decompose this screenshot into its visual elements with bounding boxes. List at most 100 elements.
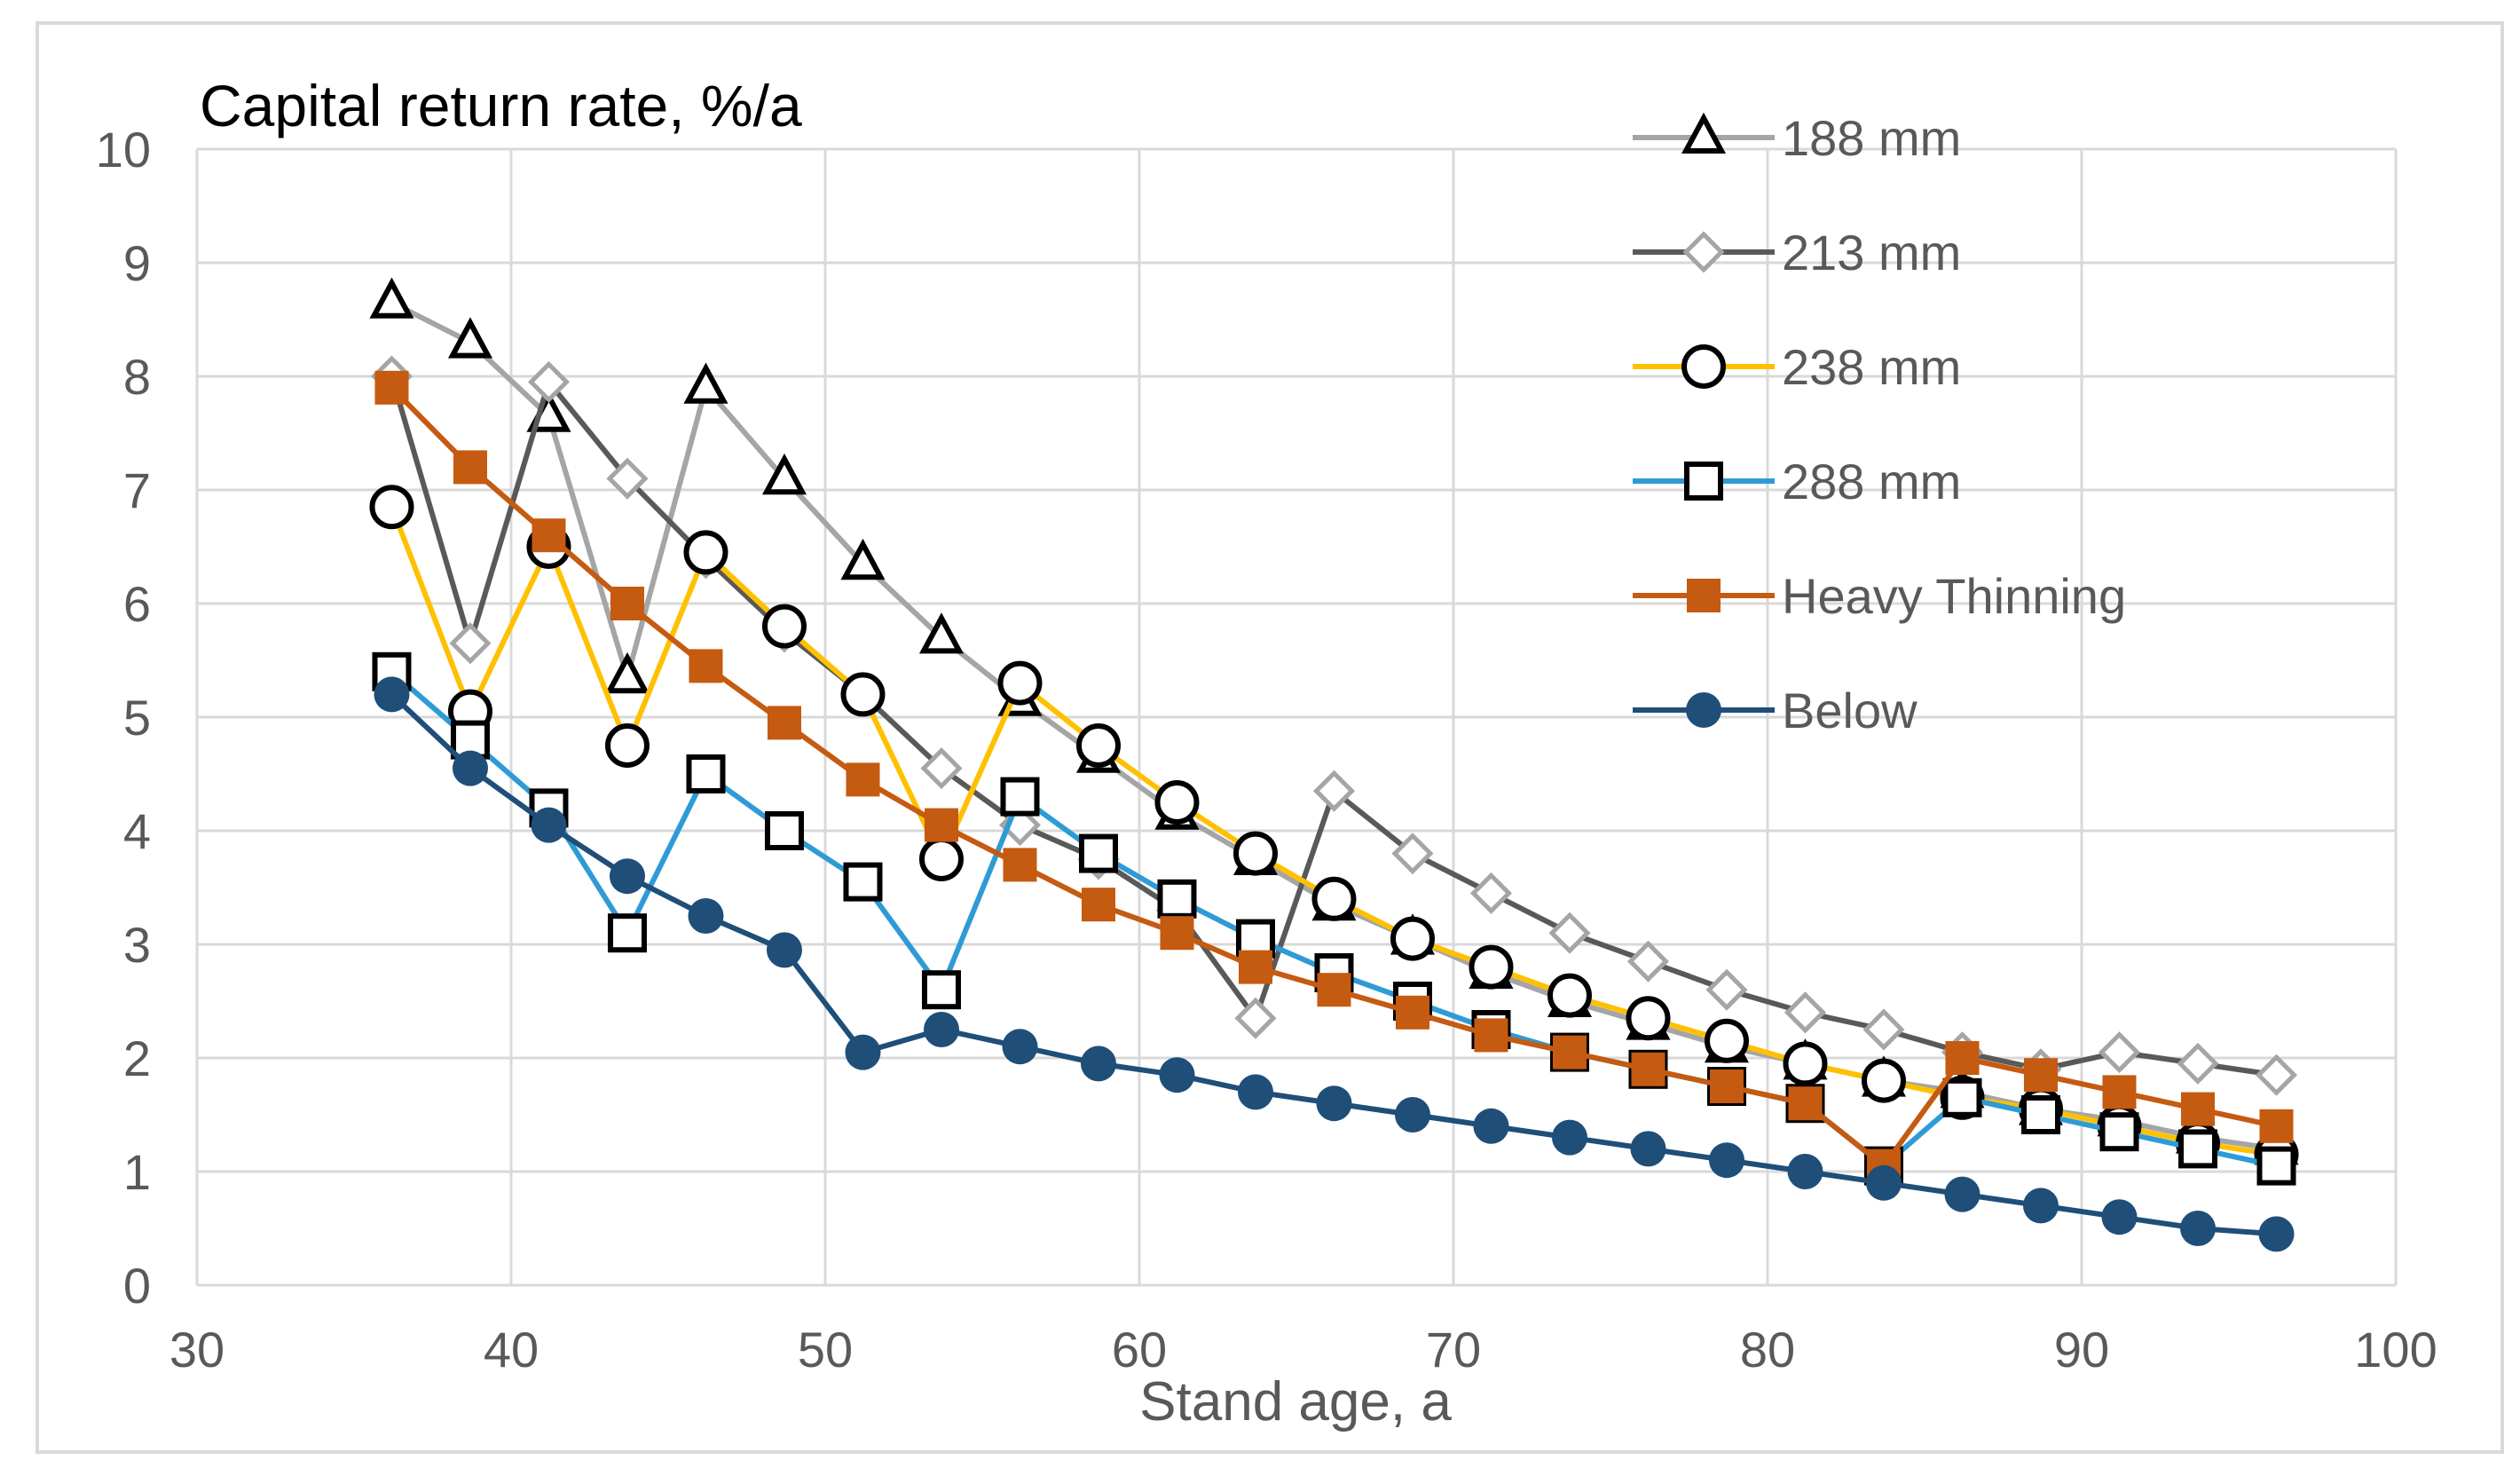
data-point: [1312, 770, 1356, 812]
series-238-mm: [369, 485, 2299, 1177]
data-point: [1473, 1108, 1509, 1144]
data-point: [840, 538, 886, 580]
data-point: [1783, 1041, 1828, 1086]
legend-item: Below: [1633, 683, 1918, 738]
legend-label: Heavy Thinning: [1782, 568, 2126, 624]
data-point: [2101, 1199, 2138, 1235]
data-point: [921, 970, 961, 1010]
data-point: [1474, 1018, 1508, 1053]
data-point: [2023, 1058, 2058, 1093]
data-point: [1002, 1029, 1038, 1065]
x-axis-title: Stand age, a: [1139, 1371, 1452, 1433]
data-point: [1160, 916, 1194, 951]
legend-marker: [1684, 462, 1723, 501]
legend-label: 238 mm: [1782, 339, 1961, 395]
data-point: [452, 750, 488, 786]
data-point: [1316, 1085, 1352, 1122]
x-tick-label: 60: [1112, 1322, 1167, 1377]
data-point: [1390, 916, 1435, 961]
data-point: [1234, 997, 1277, 1039]
data-point: [761, 453, 807, 495]
data-point: [2177, 1042, 2219, 1085]
data-point: [1469, 944, 1514, 990]
data-point: [1157, 879, 1197, 919]
data-point: [846, 762, 880, 797]
data-point: [369, 485, 414, 530]
x-tick-label: 50: [798, 1322, 853, 1377]
data-point: [1945, 1041, 1980, 1075]
data-point: [1861, 1058, 1906, 1103]
data-point: [2022, 1188, 2059, 1224]
legend-label: 188 mm: [1782, 110, 1961, 166]
legend: 188 mm 213 mm 238 mm 288 mm Heavy Thinning Be…: [1633, 110, 2126, 738]
y-tick-label: 0: [123, 1258, 151, 1314]
x-tick-label: 100: [2354, 1322, 2437, 1377]
data-point: [1003, 848, 1037, 882]
data-point: [606, 457, 649, 500]
legend-item: 288 mm: [1633, 454, 1961, 509]
data-point: [766, 932, 802, 968]
data-point: [2179, 1211, 2216, 1246]
y-tick-label: 7: [123, 462, 151, 518]
chart-title: Capital return rate, %/a: [200, 73, 802, 138]
data-point: [683, 362, 728, 404]
data-point: [683, 530, 728, 575]
data-point: [369, 277, 414, 319]
x-tick-label: 80: [1740, 1322, 1795, 1377]
legend-label: 288 mm: [1782, 454, 1961, 509]
data-point: [453, 450, 487, 485]
data-point: [1078, 833, 1118, 873]
data-point: [686, 754, 726, 793]
legend-marker: [1681, 112, 1727, 154]
data-point: [604, 723, 650, 768]
data-point: [1862, 1008, 1905, 1051]
legend-marker: [1686, 692, 1721, 728]
data-point: [527, 360, 571, 403]
data-point: [1081, 888, 1115, 922]
data-point: [2099, 1112, 2139, 1152]
data-point: [2259, 1109, 2294, 1143]
data-point: [2255, 1054, 2298, 1096]
data-point: [1237, 1074, 1273, 1110]
data-point: [997, 660, 1043, 706]
data-point: [374, 676, 410, 713]
data-point: [2180, 1092, 2215, 1126]
data-point: [1469, 872, 1513, 914]
y-tick-label: 5: [123, 690, 151, 746]
x-tick-label: 30: [169, 1322, 224, 1377]
chart-border: [35, 21, 2504, 1454]
y-tick-label: 6: [123, 576, 151, 632]
data-point: [761, 604, 807, 649]
data-point: [607, 913, 647, 953]
y-tick-label: 10: [96, 122, 151, 178]
legend-item: 213 mm: [1633, 225, 1961, 280]
data-point: [2256, 1146, 2296, 1186]
data-point: [2177, 1129, 2217, 1169]
data-point: [924, 808, 958, 842]
legend-label: Below: [1782, 683, 1918, 738]
data-point: [2102, 1075, 2137, 1109]
data-point: [1232, 831, 1278, 876]
data-point: [1708, 1142, 1744, 1179]
data-point: [1704, 1018, 1749, 1063]
data-point: [1154, 780, 1200, 825]
data-point: [918, 612, 965, 654]
data-point: [1075, 723, 1121, 768]
data-point: [1626, 996, 1671, 1041]
data-point: [609, 858, 645, 895]
y-tick-label: 1: [123, 1144, 151, 1200]
y-tick-label: 9: [123, 235, 151, 291]
data-point: [1709, 1070, 1744, 1103]
legend-item: Heavy Thinning: [1633, 568, 2126, 624]
data-point: [1626, 940, 1670, 983]
data-point: [532, 518, 566, 553]
legend-marker: [1681, 344, 1726, 389]
data-point: [845, 1034, 881, 1070]
data-point: [1630, 1131, 1666, 1167]
data-point: [764, 811, 804, 850]
data-point: [1394, 1097, 1430, 1133]
data-point: [374, 370, 409, 405]
x-tick-label: 90: [2054, 1322, 2109, 1377]
data-point: [449, 622, 492, 665]
data-point: [1391, 833, 1434, 875]
